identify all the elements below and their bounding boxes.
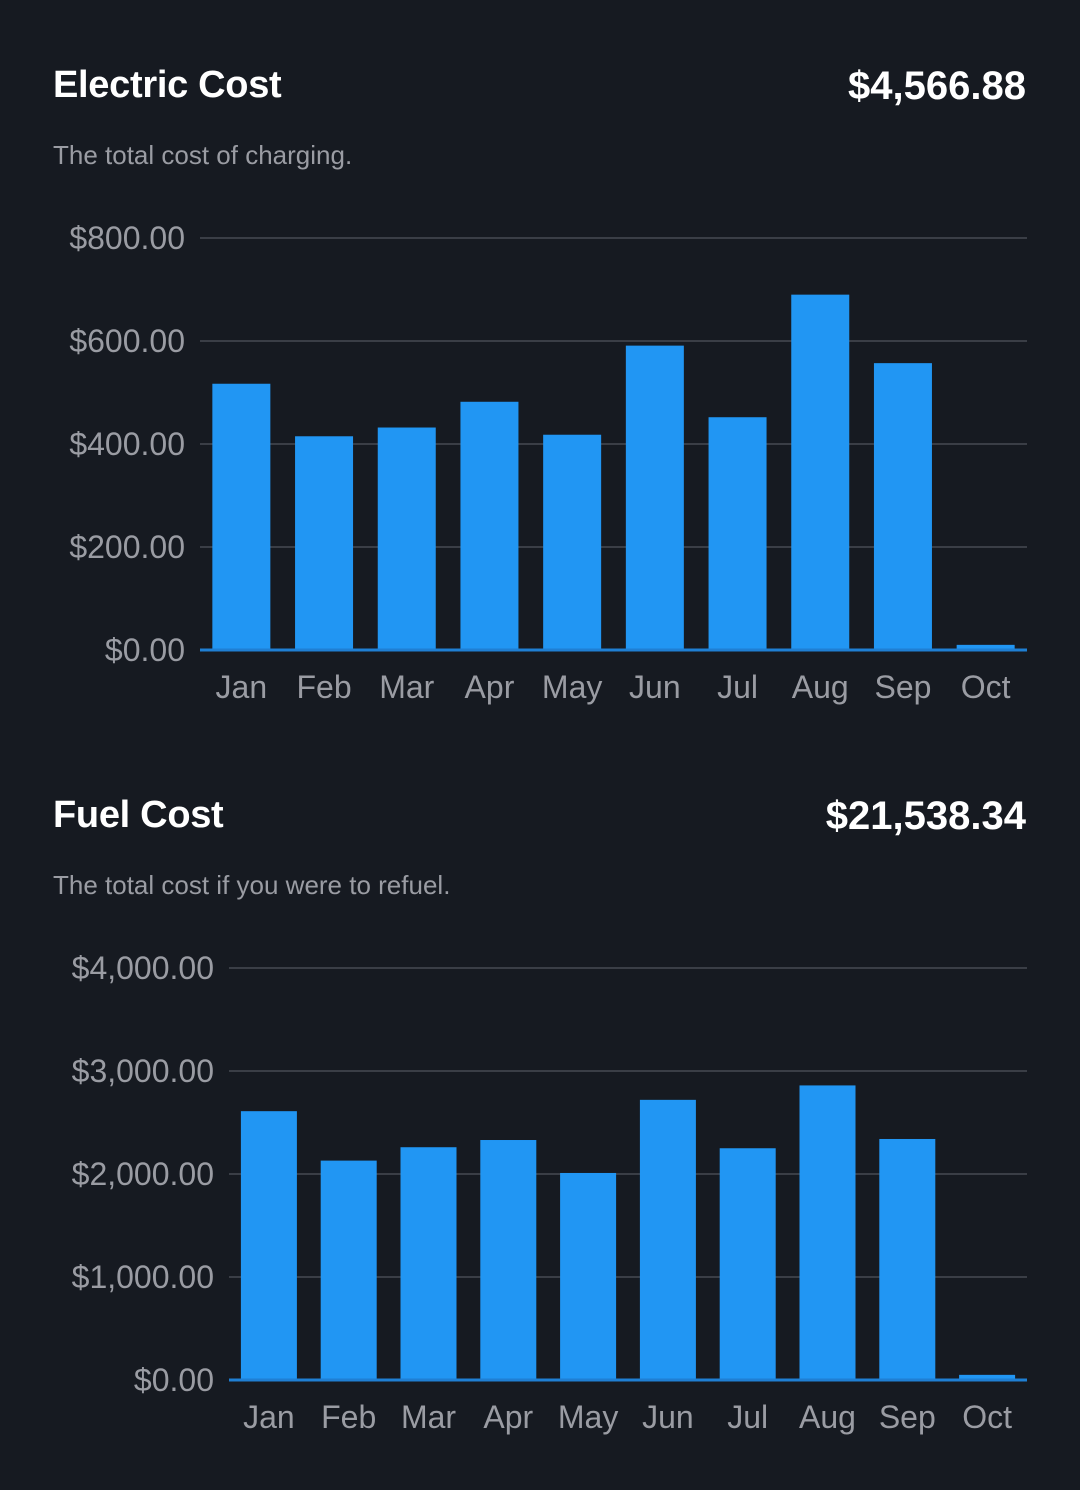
bar-jan bbox=[212, 383, 271, 650]
bar-oct bbox=[956, 644, 1015, 650]
x-tick-label: Aug bbox=[799, 1399, 856, 1435]
fuel-cost-total: $21,538.34 bbox=[825, 794, 1026, 838]
x-tick-label: Oct bbox=[961, 669, 1011, 705]
fuel-cost-header: Fuel Cost $21,538.34 bbox=[53, 794, 1026, 854]
x-tick-label: Aug bbox=[792, 669, 849, 705]
x-tick-label: Jun bbox=[629, 669, 681, 705]
bar-mar bbox=[400, 1147, 457, 1380]
bar-jun bbox=[625, 345, 684, 650]
x-tick-label: Apr bbox=[465, 669, 515, 705]
fuel-cost-subtitle: The total cost if you were to refuel. bbox=[53, 870, 451, 900]
y-tick-label: $0.00 bbox=[134, 1362, 214, 1398]
x-tick-label: Sep bbox=[874, 669, 931, 705]
x-tick-label: Mar bbox=[401, 1399, 456, 1435]
x-tick-label: Jul bbox=[727, 1399, 768, 1435]
x-tick-label: Jul bbox=[717, 669, 758, 705]
electric-cost-total: $4,566.88 bbox=[848, 64, 1026, 108]
y-tick-label: $1,000.00 bbox=[72, 1259, 214, 1295]
bar-mar bbox=[377, 427, 436, 650]
x-tick-label: May bbox=[558, 1399, 618, 1435]
bar-feb bbox=[295, 436, 354, 650]
bar-may bbox=[560, 1172, 617, 1380]
bar-aug bbox=[791, 294, 850, 650]
electric-cost-chart: $0.00 $200.00 $400.00 $600.00 $800.00 Jan Feb M… bbox=[69, 220, 1027, 705]
electric-cost-header: Electric Cost $4,566.88 bbox=[53, 64, 1026, 124]
bar-may bbox=[543, 434, 602, 650]
y-tick-label: $600.00 bbox=[69, 323, 185, 359]
electric-cost-title: Electric Cost bbox=[53, 64, 282, 106]
fuel-cost-title: Fuel Cost bbox=[53, 794, 224, 836]
y-tick-label: $2,000.00 bbox=[72, 1156, 214, 1192]
x-tick-label: Jan bbox=[216, 669, 268, 705]
fuel-cost-chart: $0.00 $1,000.00 $2,000.00 $3,000.00 $4,000.0… bbox=[72, 950, 1027, 1435]
x-tick-label: Jun bbox=[642, 1399, 694, 1435]
bar-jul bbox=[708, 417, 767, 650]
bar-jul bbox=[719, 1148, 776, 1380]
bar-apr bbox=[460, 401, 519, 650]
x-tick-label: Apr bbox=[483, 1399, 533, 1435]
y-tick-label: $200.00 bbox=[69, 529, 185, 565]
x-tick-label: Feb bbox=[321, 1399, 376, 1435]
electric-cost-subtitle: The total cost of charging. bbox=[53, 140, 353, 170]
y-tick-label: $3,000.00 bbox=[72, 1053, 214, 1089]
x-tick-label: Jan bbox=[243, 1399, 295, 1435]
x-tick-label: May bbox=[542, 669, 602, 705]
bar-jun bbox=[639, 1099, 696, 1380]
bar-jan bbox=[240, 1111, 297, 1380]
bar-sep bbox=[879, 1138, 936, 1380]
bar-aug bbox=[799, 1085, 856, 1380]
x-tick-label: Mar bbox=[379, 669, 434, 705]
x-tick-label: Feb bbox=[296, 669, 351, 705]
x-tick-label: Sep bbox=[879, 1399, 936, 1435]
y-tick-label: $400.00 bbox=[69, 426, 185, 462]
bar-apr bbox=[480, 1140, 537, 1380]
y-tick-label: $4,000.00 bbox=[72, 950, 214, 986]
bar-sep bbox=[873, 363, 932, 650]
bar-oct bbox=[959, 1374, 1016, 1380]
bar-feb bbox=[320, 1160, 377, 1380]
y-tick-label: $0.00 bbox=[105, 632, 185, 668]
y-tick-label: $800.00 bbox=[69, 220, 185, 256]
x-tick-label: Oct bbox=[962, 1399, 1012, 1435]
